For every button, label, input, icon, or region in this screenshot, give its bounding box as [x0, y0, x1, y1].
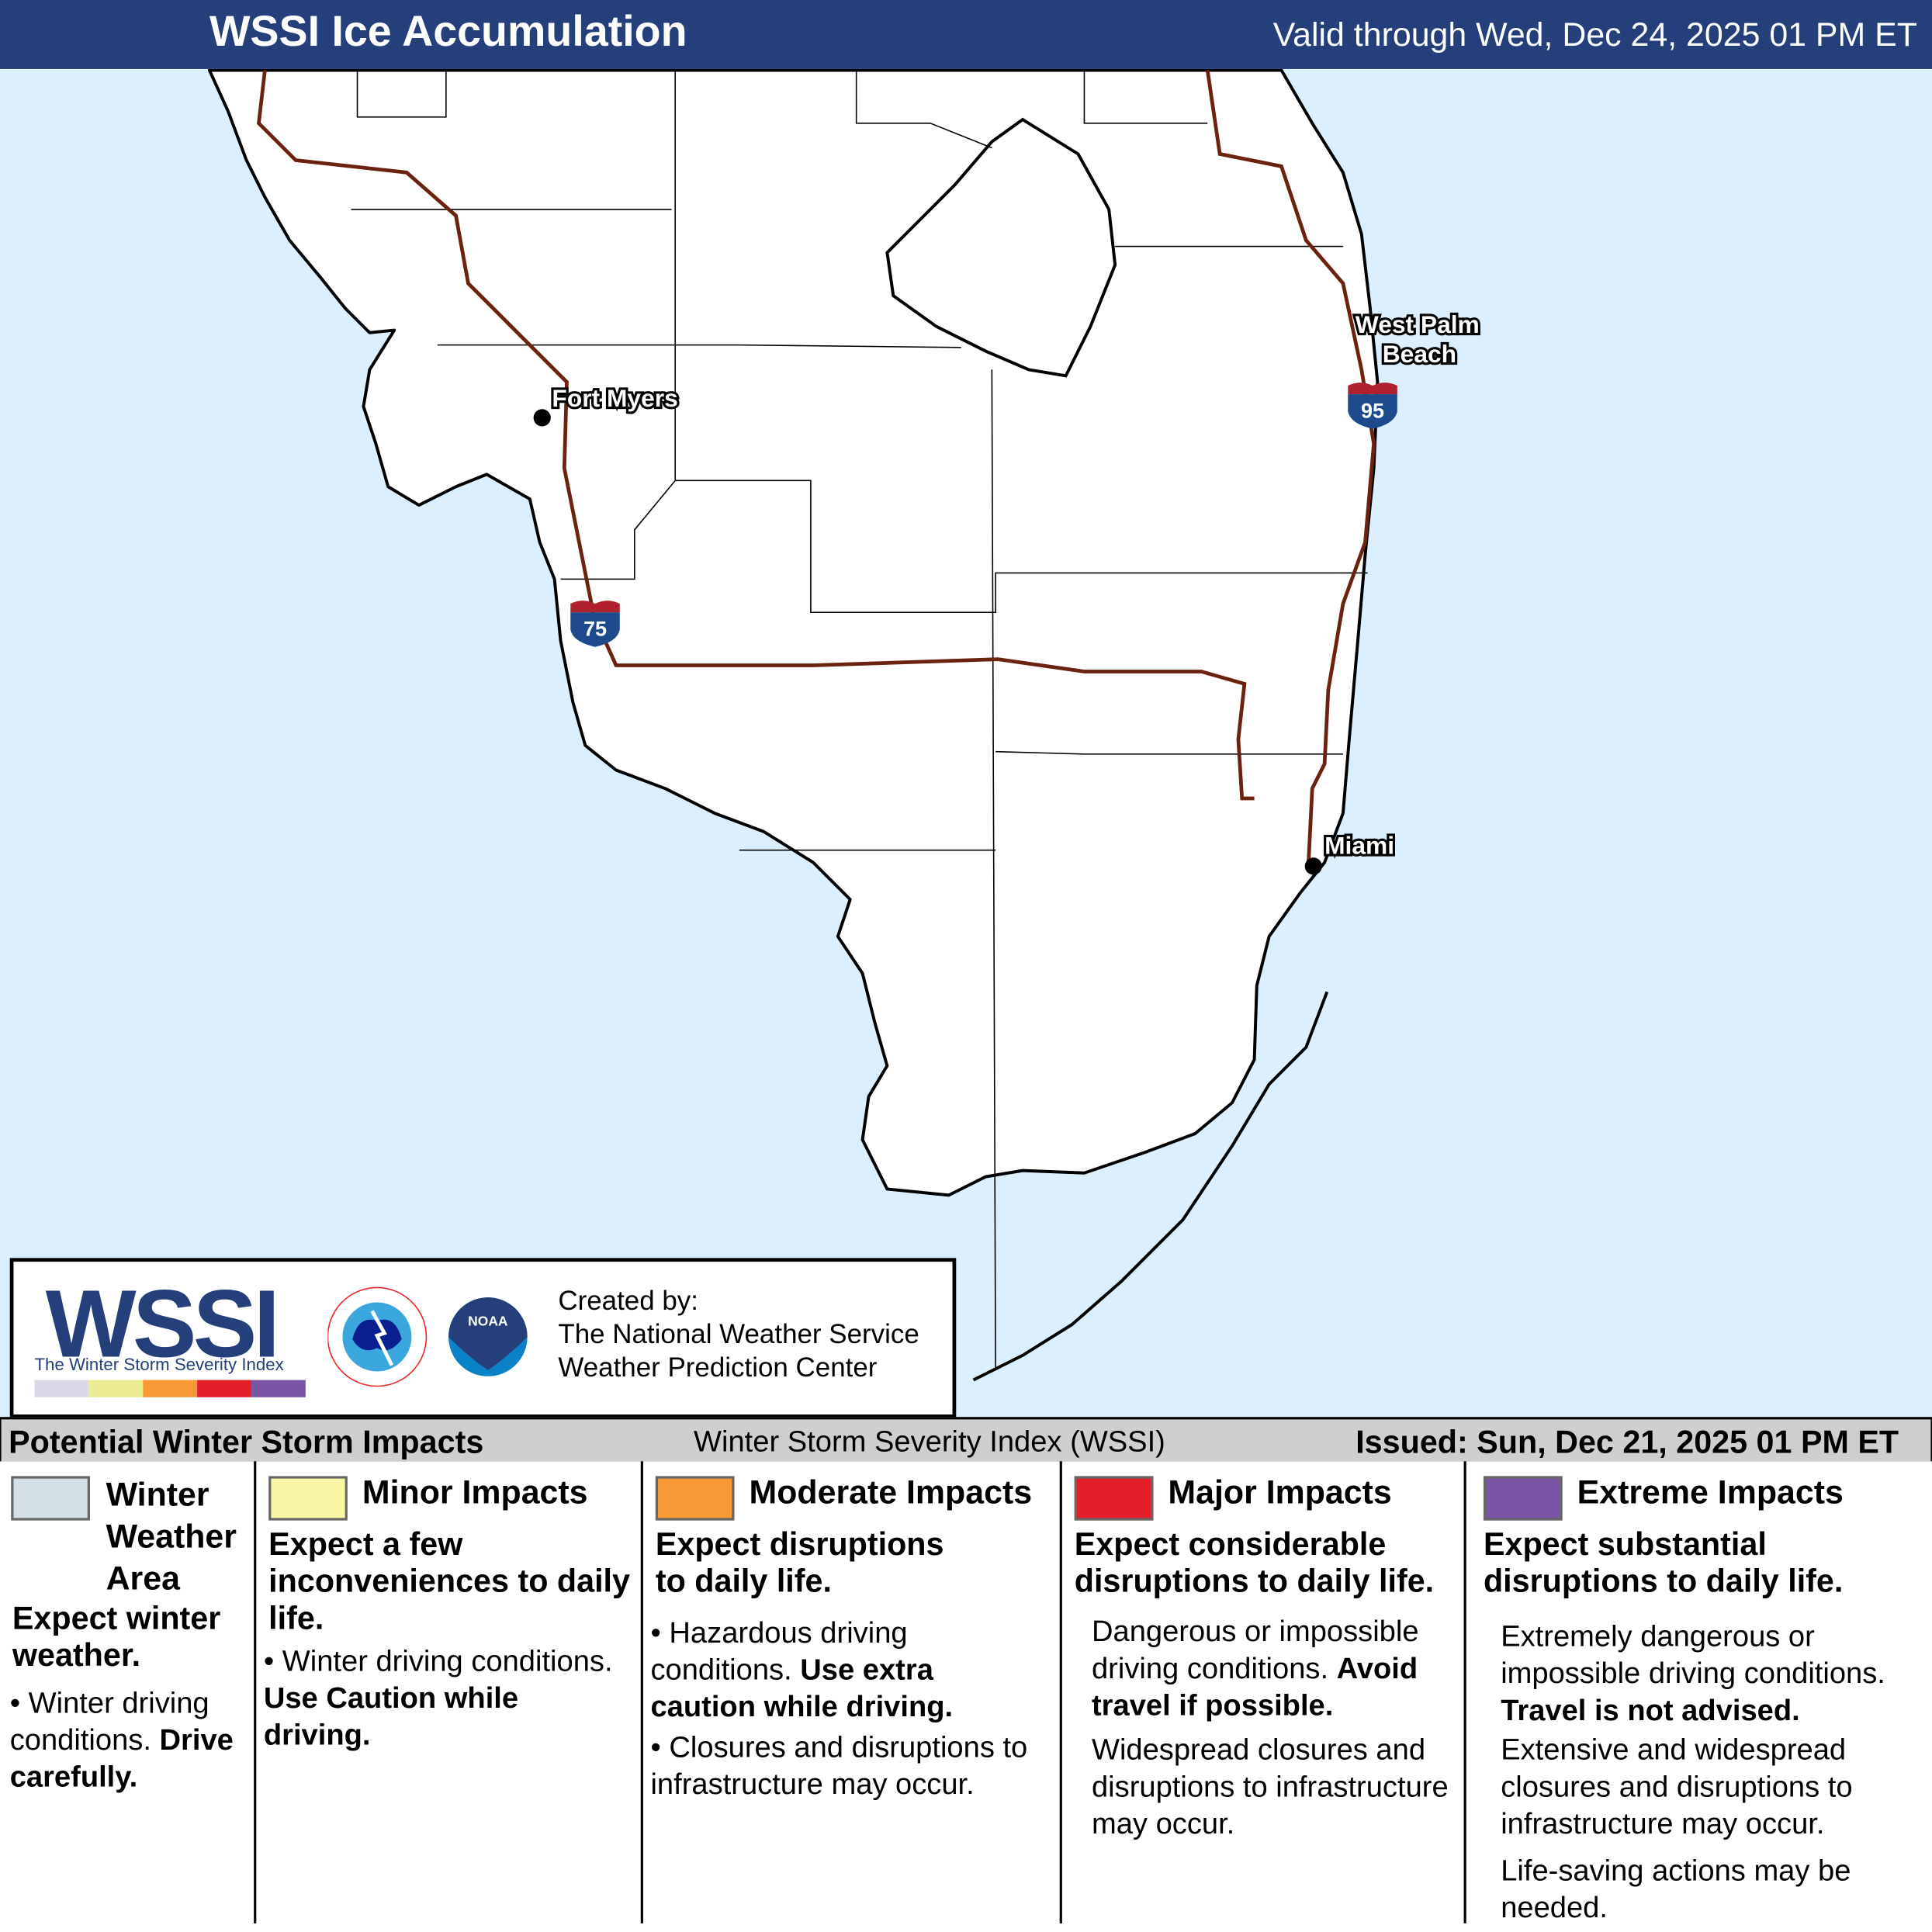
- interstate-95-shield: 95: [1348, 383, 1397, 429]
- legend-bullet: Dangerous or impossible driving conditio…: [1091, 1615, 1419, 1723]
- created-by-label: Created by:: [558, 1285, 698, 1316]
- impacts-strip: Potential Winter Storm Impacts Winter St…: [0, 1417, 1932, 1464]
- city-label-beach: Beach: [1383, 340, 1456, 368]
- created-by: Created by: The National Weather Service…: [558, 1284, 919, 1384]
- legend-title: Major Impacts: [1168, 1473, 1392, 1511]
- legend-extreme-impacts: Extreme Impacts Expect substantial disru…: [1466, 1461, 1930, 1924]
- valid-time: Valid through Wed, Dec 24, 2025 01 PM ET: [1272, 16, 1917, 54]
- svg-text:NOAA: NOAA: [468, 1314, 508, 1329]
- legend-summary: Expect considerable disruptions to daily…: [1074, 1525, 1435, 1600]
- noaa-logo-icon: NOAA: [438, 1287, 538, 1387]
- agency-logos: NOAA: [327, 1286, 538, 1387]
- strip-title: Potential Winter Storm Impacts: [9, 1423, 484, 1460]
- legend-bullet-2: • Closures and disruptions to infrastruc…: [650, 1731, 1028, 1802]
- swatch: [1483, 1476, 1563, 1521]
- city-label-west-palm: West Palm: [1356, 310, 1480, 338]
- svg-text:75: 75: [583, 617, 607, 640]
- wssi-color-scale: [34, 1380, 306, 1397]
- swatch: [1074, 1476, 1154, 1521]
- header-bar: WSSI Ice Accumulation Valid through Wed,…: [0, 0, 1932, 69]
- wssi-subtitle: The Winter Storm Severity Index: [34, 1354, 284, 1374]
- legend-title: Moderate Impacts: [749, 1473, 1033, 1511]
- legend-bullet-2: Extensive and widespread closures and di…: [1501, 1733, 1853, 1841]
- county-lines: [351, 70, 1368, 1368]
- legend-bullet: Extremely dangerous or impossible drivin…: [1501, 1620, 1885, 1728]
- legend-bullet: • Winter driving conditions. Drive caref…: [9, 1686, 234, 1795]
- org-wpc: Weather Prediction Center: [558, 1352, 878, 1383]
- legend-minor-impacts: Minor Impacts Expect a few inconvenience…: [256, 1461, 643, 1923]
- legend-summary: Expect a few inconveniences to daily lif…: [268, 1525, 630, 1636]
- strip-center: Winter Storm Severity Index (WSSI): [694, 1425, 1165, 1459]
- legend-bullet-3: Life-saving actions may be needed.: [1501, 1854, 1851, 1925]
- legend-moderate-impacts: Moderate Impacts Expect disruptions to d…: [643, 1461, 1062, 1923]
- swatch: [655, 1476, 735, 1521]
- legend-major-impacts: Major Impacts Expect considerable disrup…: [1062, 1461, 1466, 1923]
- city-dot: [533, 409, 551, 427]
- map: Fort Myers West Palm Beach Miami 75 95: [0, 68, 1932, 1418]
- city-fort-myers: Fort Myers: [533, 382, 680, 427]
- org-nws: The National Weather Service: [558, 1318, 919, 1349]
- city-dot: [1304, 857, 1322, 875]
- legend-summary: Expect winter weather.: [12, 1599, 221, 1674]
- svg-text:95: 95: [1361, 399, 1384, 422]
- swatch: [268, 1476, 348, 1521]
- roads: [256, 70, 1376, 863]
- legend-title: Minor Impacts: [362, 1473, 588, 1511]
- legend-title: Winter Weather Area: [106, 1476, 237, 1598]
- florida-keys: [972, 991, 1329, 1382]
- city-miami: Miami: [1304, 829, 1397, 875]
- legend-bullet-2: Widespread closures and disruptions to i…: [1091, 1733, 1449, 1841]
- land-florida: [207, 68, 1380, 1197]
- lake-okeechobee: [885, 117, 1117, 378]
- legend-title: Extreme Impacts: [1577, 1473, 1844, 1511]
- credit-box: WSSI The Winter Storm Severity Index NOA…: [9, 1258, 957, 1418]
- issued-time: Issued: Sun, Dec 21, 2025 01 PM ET: [1356, 1423, 1899, 1460]
- city-west-palm-beach: West Palm Beach: [1353, 308, 1482, 370]
- nws-logo-icon: [327, 1286, 428, 1387]
- legend-bullet: • Winter driving conditions. Use Caution…: [263, 1644, 613, 1753]
- impact-legend: Winter Weather Area Expect winter weathe…: [0, 1461, 1932, 1932]
- map-title: WSSI Ice Accumulation: [209, 7, 687, 56]
- legend-summary: Expect disruptions to daily life.: [655, 1525, 944, 1600]
- city-label-fort-myers: Fort Myers: [552, 384, 677, 412]
- city-label-miami: Miami: [1324, 831, 1394, 859]
- legend-summary: Expect substantial disruptions to daily …: [1483, 1525, 1844, 1600]
- legend-winter-weather-area: Winter Weather Area Expect winter weathe…: [0, 1461, 257, 1923]
- wssi-logo: WSSI: [45, 1269, 280, 1378]
- legend-bullet: • Hazardous driving conditions. Use extr…: [650, 1616, 954, 1724]
- swatch: [11, 1476, 90, 1521]
- interstate-75-shield: 75: [570, 601, 620, 647]
